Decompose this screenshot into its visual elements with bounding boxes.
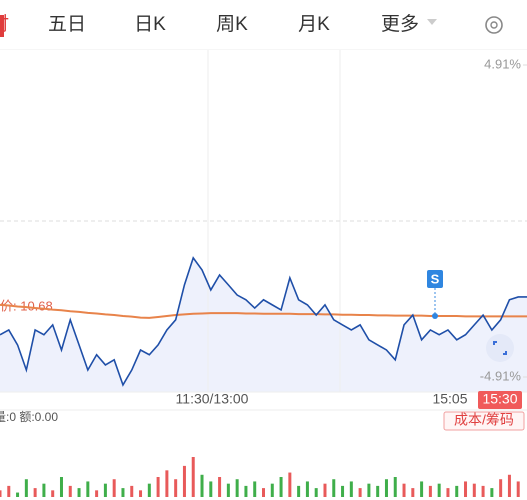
volume-bar (428, 485, 432, 497)
expand-icon (493, 341, 507, 355)
signal-badge-label: S (431, 271, 440, 286)
tab[interactable]: 更多 (381, 13, 419, 35)
volume-bar (156, 477, 160, 497)
volume-bar (77, 488, 81, 497)
tab[interactable]: 五日 (48, 14, 86, 35)
volume-bar (393, 477, 397, 497)
volume-bar (235, 479, 239, 497)
volume-bar (226, 483, 230, 497)
volume-bar (33, 488, 37, 497)
volume-bar (323, 483, 327, 497)
volume-bar (297, 485, 301, 497)
volume-bar (411, 488, 415, 497)
volume-bar (218, 477, 222, 497)
signal-badge[interactable] (427, 270, 443, 288)
volume-bar (437, 483, 441, 497)
volume-bar (103, 483, 107, 497)
volume-bar (358, 488, 362, 497)
series-line (0, 303, 527, 319)
price-area (0, 257, 527, 392)
signal-dot (432, 313, 438, 319)
volume-bar (472, 483, 476, 497)
volume-bar (376, 485, 380, 497)
volume-bar (147, 483, 151, 497)
volume-bar (191, 457, 195, 497)
volume-bar (42, 483, 46, 497)
volume-bar (59, 477, 63, 497)
volume-bar (139, 490, 143, 497)
y-tick-label: -4.91% (480, 368, 522, 383)
volume-bar (481, 485, 485, 497)
time-label: 15:05 (432, 391, 467, 407)
time-label: 11:30/13:00 (176, 391, 249, 407)
volume-bar (253, 481, 257, 497)
volume-bar (86, 481, 90, 497)
volume-bar (305, 481, 309, 497)
volume-bar (270, 483, 274, 497)
volume-bar (499, 479, 503, 497)
series-line (0, 256, 527, 387)
volume-bar (288, 472, 292, 497)
cost-button[interactable] (443, 411, 525, 431)
cost-button-label: 成本/筹码 (454, 412, 514, 428)
volume-bar (402, 483, 406, 497)
volume-bar (24, 479, 28, 497)
volume-bar (446, 488, 450, 497)
dropdown-caret[interactable] (427, 19, 437, 25)
volume-bar (95, 490, 99, 497)
volume-bar (182, 465, 186, 497)
y-tick-label: 4.91% (484, 56, 521, 71)
expand-button[interactable] (486, 334, 514, 362)
volume-bar (112, 479, 116, 497)
volume-bar (420, 481, 424, 497)
tab[interactable]: 周K (216, 14, 248, 35)
volume-bar (332, 479, 336, 497)
volume-bar (455, 485, 459, 497)
volume-bar (7, 485, 11, 497)
volume-bar (384, 479, 388, 497)
volume-bar (516, 481, 520, 497)
volume-bar (0, 490, 2, 497)
volume-bar (367, 483, 371, 497)
settings-icon[interactable] (485, 16, 503, 34)
volume-bar (464, 481, 468, 497)
tab[interactable]: 时 (0, 13, 9, 35)
volume-bar (121, 488, 125, 497)
volume-bar (490, 488, 494, 497)
current-time-box (478, 391, 522, 409)
settings-icon-core (490, 21, 498, 29)
volume-bar (51, 490, 55, 497)
volume-bar (314, 488, 318, 497)
volume-bar (16, 492, 20, 497)
tab[interactable]: 月K (298, 14, 330, 35)
current-time: 15:30 (482, 391, 517, 407)
volume-bar (130, 485, 134, 497)
tab-indicator (0, 15, 4, 37)
tab[interactable]: 日K (134, 14, 166, 35)
volume-bar (262, 488, 265, 497)
volume-label: 量:0 额:0.00 (0, 410, 58, 424)
volume-bar (279, 477, 283, 497)
volume-bar (349, 481, 353, 497)
volume-bar (200, 474, 204, 497)
volume-bar (209, 481, 213, 497)
volume-bar (68, 485, 72, 497)
volume-bar (341, 485, 345, 497)
volume-bar (507, 474, 511, 497)
volume-bar (244, 485, 248, 497)
avg-price-label: 价: 10.68 (0, 298, 53, 313)
volume-bar (165, 470, 169, 497)
volume-bar (174, 479, 178, 497)
